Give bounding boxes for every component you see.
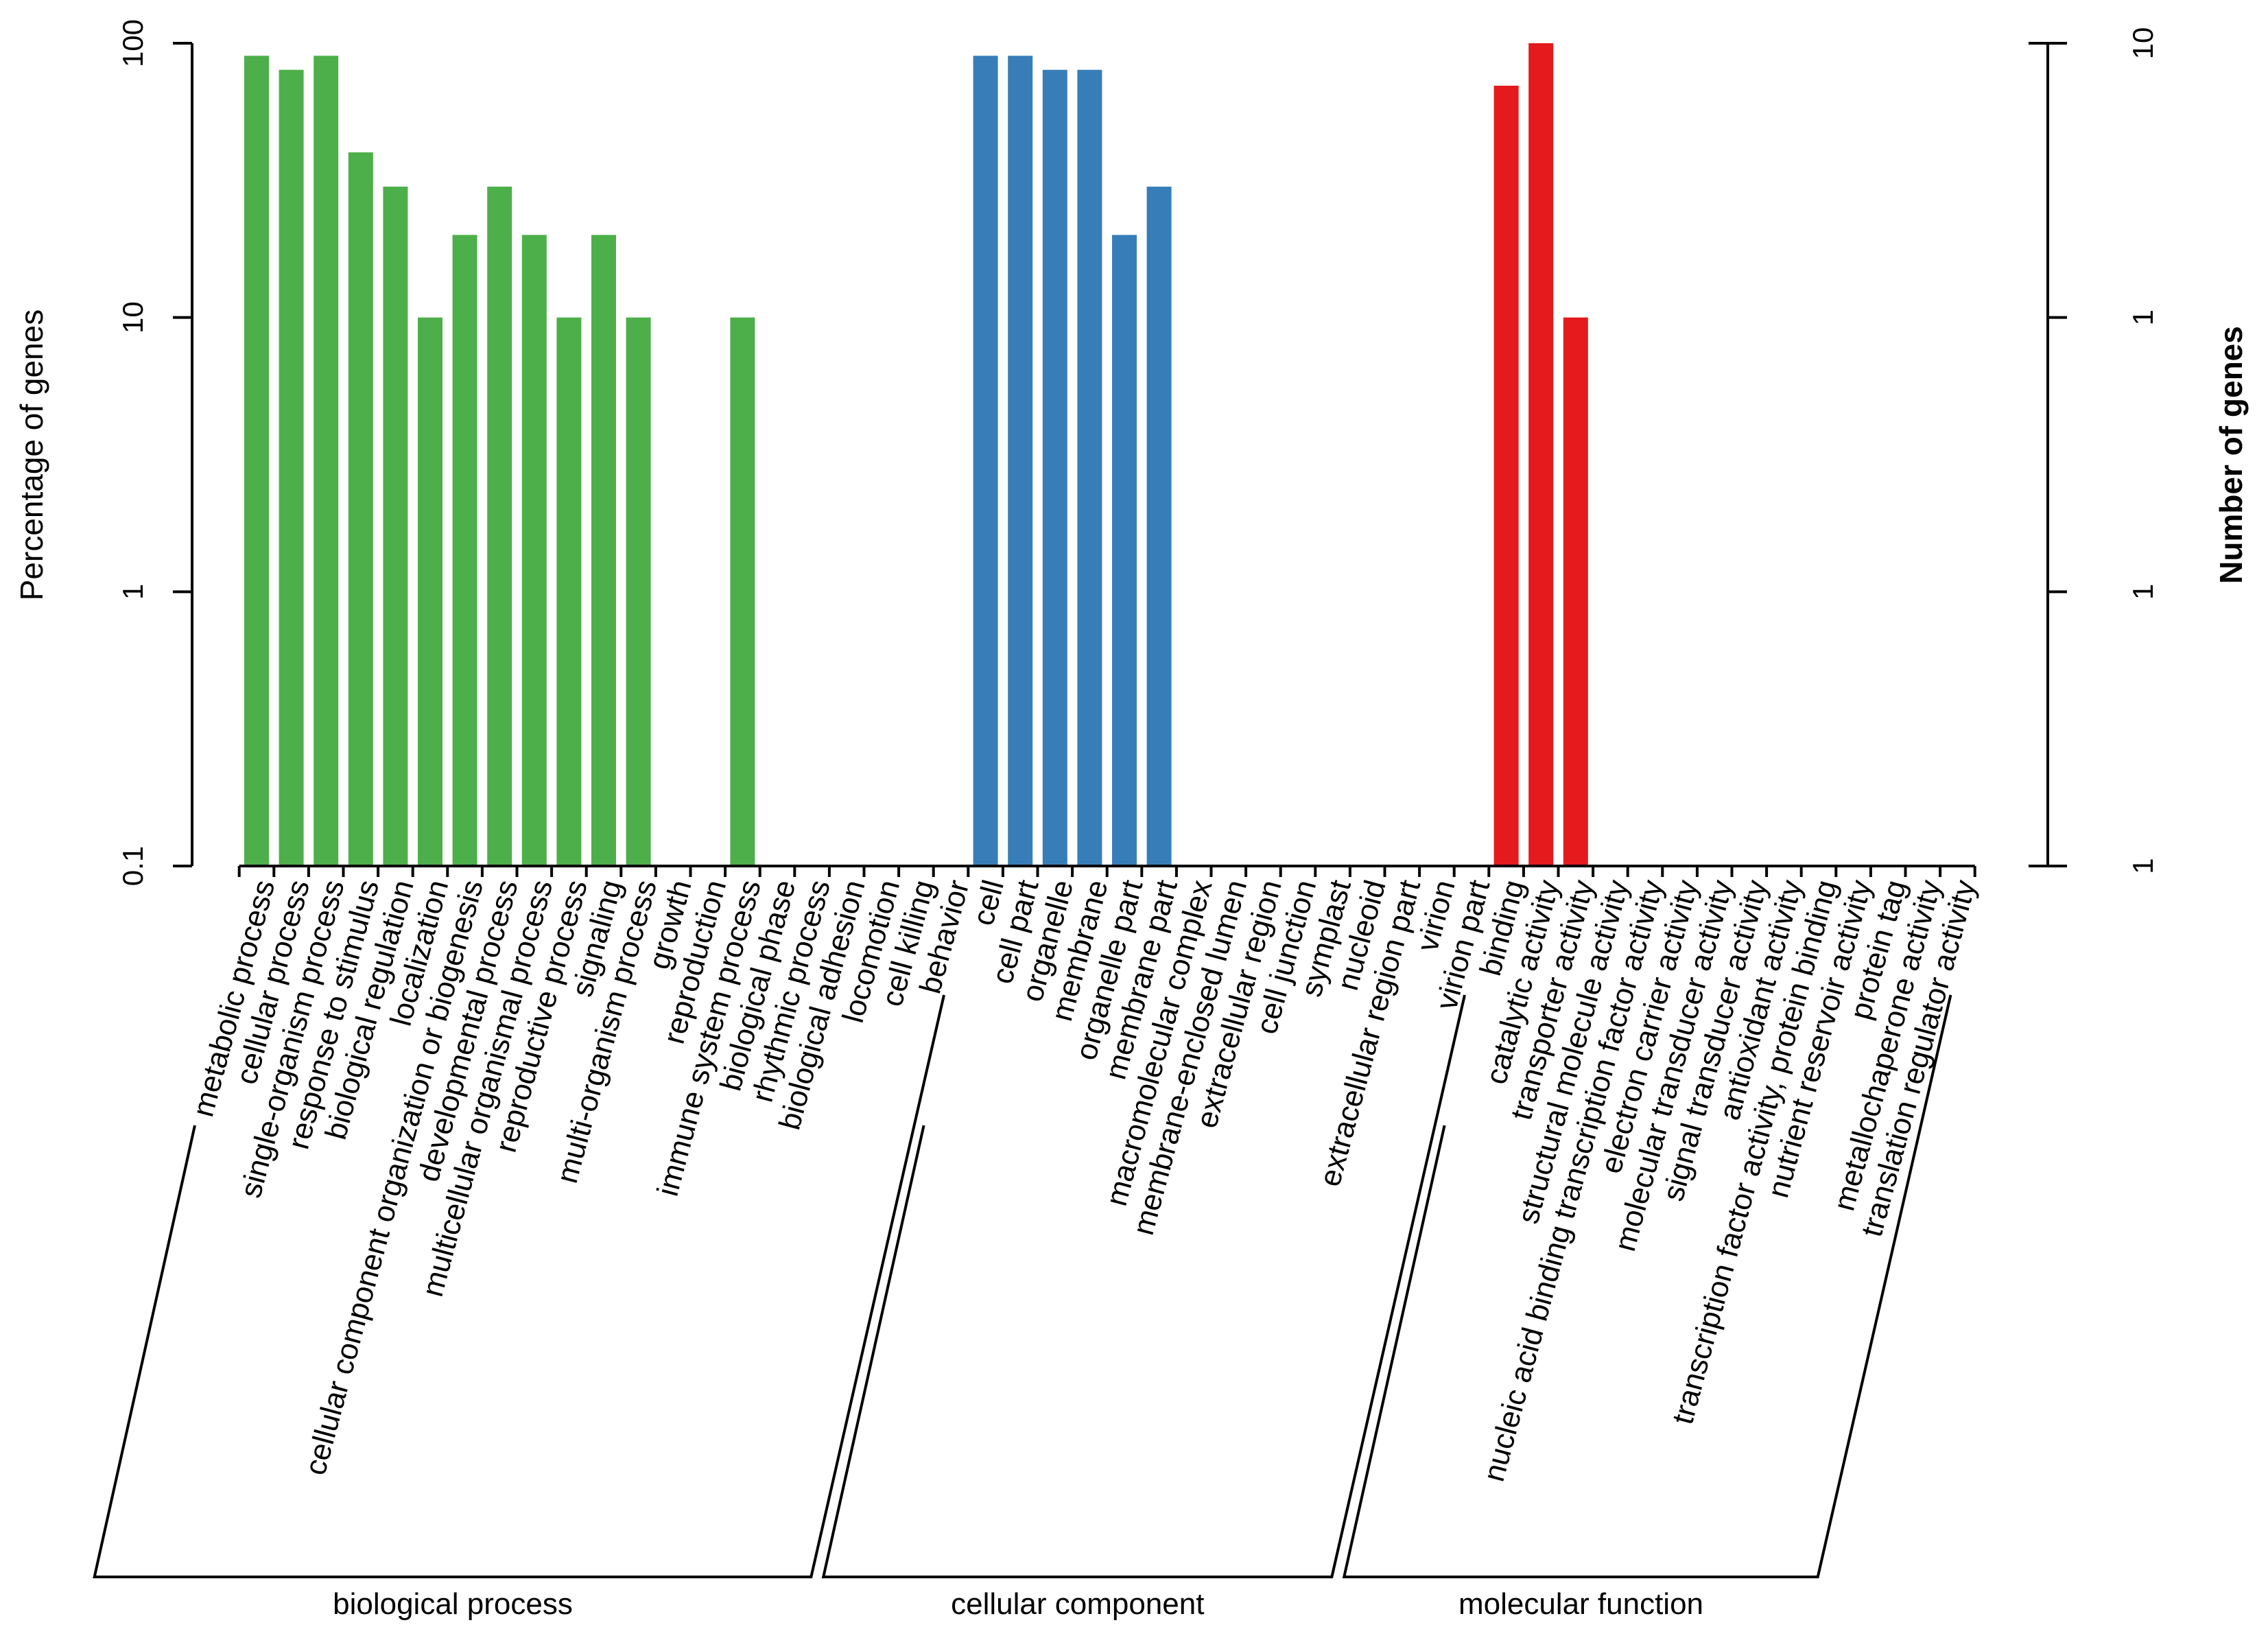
bar-cellular-component: [1042, 69, 1067, 867]
bar-biological-process: [279, 69, 304, 867]
right-axis-tick-label: 1: [2127, 584, 2159, 600]
left-axis-tick-label: 0.1: [117, 846, 149, 886]
bar-cellular-component: [1077, 69, 1102, 867]
group-label: cellular component: [951, 1587, 1204, 1621]
bar-molecular-function: [1528, 43, 1554, 866]
bar-biological-process: [348, 152, 373, 867]
bar-biological-process: [521, 235, 547, 867]
y-axis-title: Percentage of genes: [14, 309, 49, 601]
bar-cellular-component: [1008, 56, 1033, 867]
group-label: biological process: [333, 1587, 573, 1621]
bar-biological-process: [556, 317, 582, 867]
group-bracket: [1342, 994, 1952, 1578]
bar-biological-process: [314, 56, 339, 867]
left-axis-tick-label: 10: [117, 301, 149, 334]
bar-cellular-component: [973, 56, 998, 867]
bar-biological-process: [244, 56, 269, 867]
group-bracket: [93, 994, 945, 1578]
y-axis-right-title: Number of genes: [2213, 326, 2249, 584]
right-axis-tick-label: 1: [2127, 858, 2159, 874]
bar-biological-process: [487, 186, 512, 867]
bar-cellular-component: [1146, 186, 1172, 867]
left-axis-tick-label: 1: [117, 584, 149, 600]
bar-biological-process: [383, 186, 408, 867]
bar-molecular-function: [1563, 317, 1588, 867]
group-bracket: [821, 994, 1466, 1578]
bar-biological-process: [730, 317, 755, 867]
bar-cellular-component: [1112, 235, 1137, 867]
right-axis-tick-label: 1: [2127, 309, 2159, 325]
bar-molecular-function: [1493, 85, 1519, 866]
left-axis-tick-label: 100: [117, 19, 149, 67]
bar-biological-process: [626, 317, 651, 867]
group-label: molecular function: [1458, 1587, 1703, 1621]
bar-biological-process: [452, 235, 477, 867]
bar-biological-process: [418, 317, 442, 867]
bar-biological-process: [591, 235, 616, 867]
right-axis-tick-label: 10: [2127, 27, 2159, 60]
